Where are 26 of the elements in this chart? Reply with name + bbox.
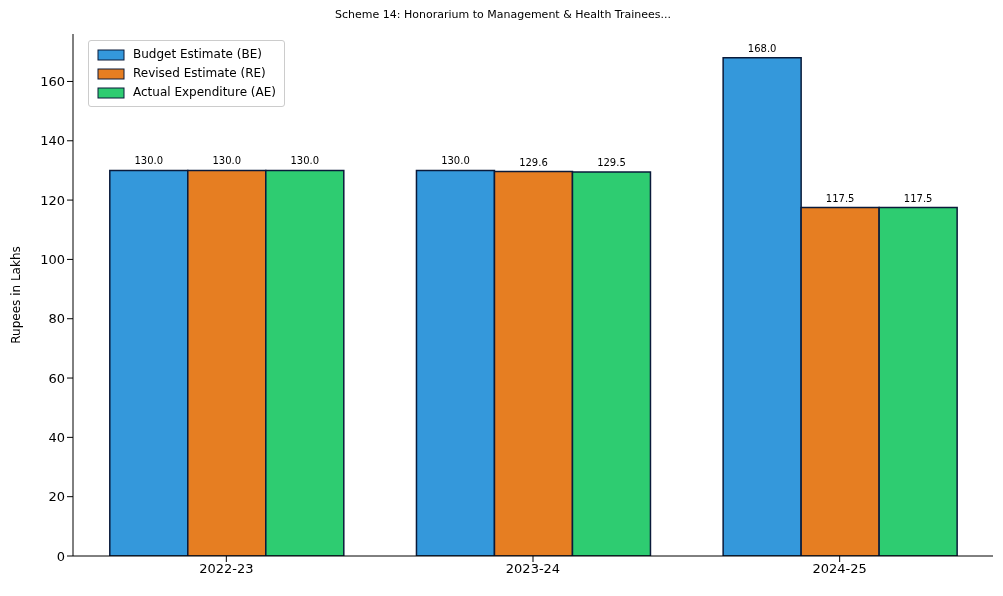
- data-label: 117.5: [903, 192, 933, 204]
- legend-label: Budget Estimate (BE): [133, 46, 262, 63]
- y-tick-label: 140: [40, 133, 65, 149]
- data-label: 130.0: [212, 155, 242, 167]
- data-label: 129.6: [519, 156, 548, 168]
- data-label: 168.0: [747, 42, 777, 54]
- y-tick-label: 120: [40, 192, 65, 208]
- chart-title: Scheme 14: Honorarium to Management & Health Trainees...: [334, 8, 672, 23]
- legend-label: Revised Estimate (RE): [133, 65, 266, 82]
- x-tick-label: 2024-25: [812, 561, 867, 577]
- y-tick-label: 20: [48, 489, 65, 505]
- y-tick-label: 80: [48, 311, 65, 327]
- y-tick-label: 160: [40, 74, 65, 90]
- y-tick-label: 100: [40, 252, 65, 268]
- y-tick-label: 60: [48, 370, 65, 386]
- data-label: 129.5: [597, 156, 626, 168]
- data-label: 130.0: [441, 155, 470, 167]
- legend-label: Actual Expenditure (AE): [133, 84, 276, 101]
- y-tick-label: 40: [48, 429, 65, 445]
- data-label: 117.5: [825, 192, 855, 204]
- x-tick-label: 2023-24: [505, 561, 561, 577]
- y-axis-title: Rupees in Lakhs: [9, 246, 24, 344]
- x-tick-label: 2022-23: [199, 561, 254, 577]
- data-label: 130.0: [134, 155, 164, 167]
- data-label: 130.0: [290, 155, 320, 167]
- y-tick-label: 0: [56, 548, 65, 564]
